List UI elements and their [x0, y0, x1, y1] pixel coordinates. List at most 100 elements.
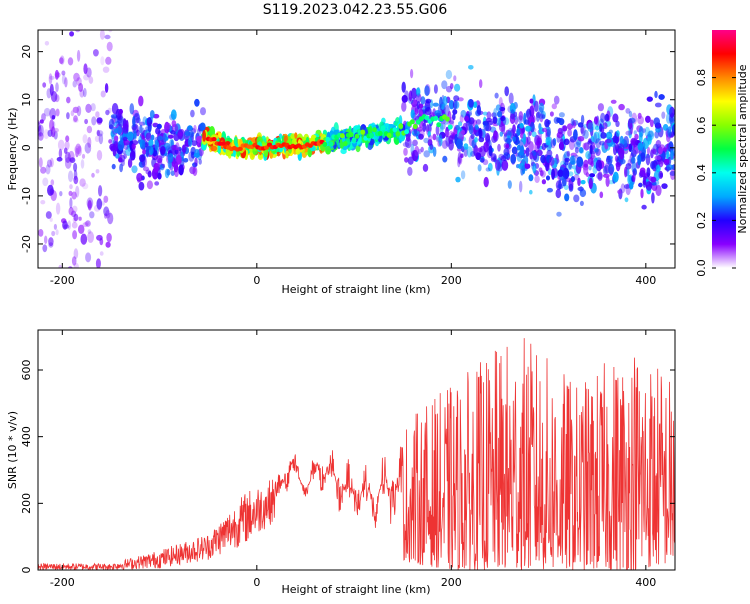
- colorbar-tick-label: 0.6: [695, 116, 708, 134]
- spectral-point: [646, 96, 653, 102]
- spectral-point: [196, 135, 203, 143]
- spectral-point: [511, 146, 518, 155]
- snr-x-tick-label: -200: [50, 576, 75, 589]
- spectral-point: [84, 118, 88, 125]
- spectral-point: [667, 126, 672, 138]
- spectral-point: [67, 57, 74, 66]
- spectral-point: [46, 159, 53, 168]
- spectral-point: [87, 136, 92, 148]
- spectral-point: [111, 163, 116, 170]
- spectral-point: [573, 174, 580, 181]
- spectral-point: [504, 86, 510, 97]
- spectral-point: [194, 148, 200, 159]
- spectral-point: [133, 130, 137, 139]
- spectral-point: [63, 224, 70, 229]
- spectral-point: [210, 145, 218, 152]
- spectral-point: [532, 94, 536, 106]
- spectral-point: [46, 312, 50, 319]
- spectral-point: [577, 122, 584, 128]
- spectral-point: [40, 166, 47, 174]
- spectral-point: [96, 198, 103, 210]
- spectral-point: [139, 124, 143, 134]
- spectral-point: [638, 182, 643, 188]
- spectral-point: [104, 34, 111, 40]
- spectral-point: [460, 110, 467, 118]
- snr-y-tick-label: 400: [20, 426, 33, 447]
- spectral-point: [71, 221, 78, 229]
- spectral-point: [638, 126, 644, 138]
- spectral-point: [452, 99, 458, 110]
- spectral-point: [48, 237, 54, 247]
- spectral-point: [503, 148, 510, 156]
- spectral-point: [67, 220, 72, 230]
- spectral-point: [528, 141, 534, 153]
- spectral-point: [63, 224, 70, 229]
- spectral-point: [117, 140, 125, 151]
- spectral-point: [125, 119, 129, 132]
- spectral-point: [73, 262, 79, 268]
- spectral-point: [629, 122, 634, 135]
- spectral-point: [456, 138, 463, 150]
- spectral-point: [178, 164, 184, 176]
- spectral-point: [501, 159, 509, 171]
- ridge-point: [436, 122, 442, 128]
- spectral-point: [98, 185, 103, 197]
- spectral-point: [532, 163, 537, 174]
- spectral-point: [62, 220, 68, 230]
- spectral-point: [69, 197, 73, 209]
- spectral-point: [463, 143, 469, 150]
- spectral-point: [583, 159, 589, 168]
- spectral-point: [49, 119, 55, 132]
- spectral-point: [104, 213, 108, 219]
- spectral-point: [50, 343, 54, 355]
- spectral-point: [44, 357, 49, 364]
- spectral-point: [425, 98, 432, 104]
- spectral-point: [585, 172, 590, 178]
- spectral-point: [448, 120, 454, 125]
- spectrogram-x-tick-label: 0: [253, 274, 260, 287]
- spectral-point: [484, 132, 491, 143]
- spectral-point: [325, 145, 332, 155]
- spectral-point: [85, 103, 92, 113]
- spectral-point: [669, 171, 675, 176]
- spectral-point: [109, 143, 116, 151]
- spectral-point: [605, 138, 612, 144]
- spectral-point: [558, 112, 565, 118]
- spectral-point: [48, 73, 53, 85]
- spectral-point: [66, 96, 71, 104]
- spectral-point: [170, 170, 175, 176]
- spectral-point: [585, 151, 591, 160]
- spectral-point: [468, 65, 474, 70]
- spectral-point: [171, 144, 177, 151]
- spectral-point: [101, 201, 105, 206]
- spectral-point: [445, 69, 453, 80]
- spectral-point: [497, 143, 501, 152]
- spectral-point: [606, 155, 611, 161]
- spectral-point: [87, 231, 94, 243]
- spectral-point: [524, 163, 531, 169]
- spectral-point: [597, 129, 603, 141]
- spectral-point: [200, 107, 206, 116]
- spectral-point: [637, 112, 642, 119]
- spectral-point: [415, 87, 421, 96]
- spectral-point: [595, 138, 601, 149]
- spectral-point: [142, 149, 147, 155]
- spectral-point: [485, 167, 491, 172]
- colorbar-tick-label: 0.0: [695, 259, 708, 277]
- spectral-point: [132, 116, 136, 127]
- spectral-point: [509, 102, 516, 114]
- spectral-point: [612, 171, 619, 183]
- spectral-point: [529, 98, 534, 104]
- spectral-point: [187, 125, 193, 131]
- spectral-point: [118, 108, 123, 115]
- spectral-point: [45, 164, 51, 175]
- spectral-point: [103, 206, 110, 217]
- ridge-point: [348, 132, 354, 138]
- spectral-point: [53, 7, 59, 18]
- spectral-point: [415, 93, 422, 103]
- spectral-point: [610, 99, 617, 104]
- spectral-point: [41, 294, 45, 302]
- spectral-point: [188, 131, 195, 138]
- spectral-point: [499, 131, 503, 137]
- spectral-point: [54, 69, 60, 80]
